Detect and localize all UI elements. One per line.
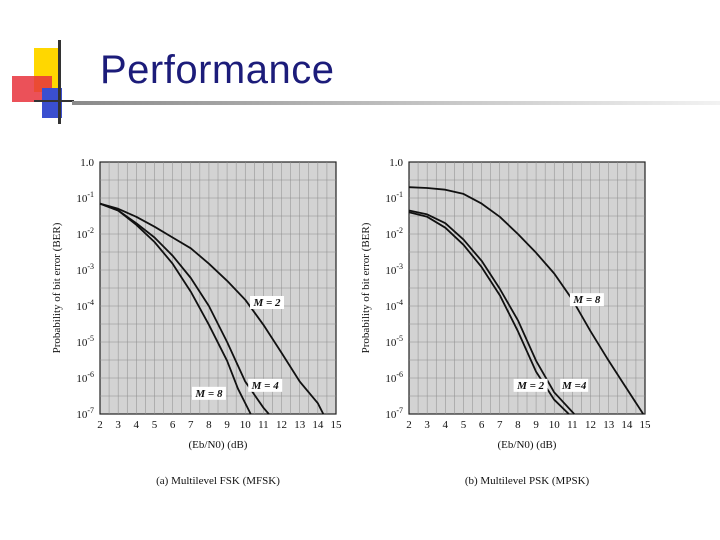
x-tick-label: 10 bbox=[549, 419, 561, 431]
curve-label-bg bbox=[569, 293, 604, 307]
chart-caption: (b) Multilevel PSK (MPSK) bbox=[465, 475, 590, 487]
x-tick-label: 12 bbox=[585, 419, 596, 431]
y-tick-label: 10-6 bbox=[385, 370, 403, 385]
x-tick-label: 6 bbox=[170, 419, 176, 431]
x-tick-label: 15 bbox=[640, 419, 652, 431]
curve-label: M = 2 bbox=[516, 380, 545, 392]
y-tick-label: 10-7 bbox=[385, 406, 403, 421]
curve-label: M = 2 bbox=[252, 297, 281, 309]
y-tick-label: 1.0 bbox=[389, 157, 403, 169]
y-tick-label: 10-2 bbox=[385, 226, 403, 241]
y-tick-label: 10-5 bbox=[76, 334, 94, 349]
chart-mpsk: 2 3 4 5 6 7 8 9 10 11 12 13 14 15 1.0 10-1 10-2 10-3 10-4 1… bbox=[360, 157, 652, 487]
x-tick-label: 14 bbox=[621, 419, 633, 431]
x-tick-label: 11 bbox=[567, 419, 578, 431]
curve-label: M = 8 bbox=[572, 294, 601, 306]
x-tick-label: 12 bbox=[276, 419, 287, 431]
x-tick-label: 14 bbox=[312, 419, 324, 431]
y-axis-label: Probability of bit error (BER) bbox=[360, 222, 372, 353]
curve-label-bg bbox=[250, 296, 285, 309]
x-tick-label: 15 bbox=[331, 419, 343, 431]
chart-mfsk: 2 3 4 5 6 7 8 9 10 11 12 13 14 15 1.0 10-1 10-2 10-3 10-4 1… bbox=[51, 157, 343, 487]
series-line-2 bbox=[408, 209, 575, 415]
y-tick-label: 1.0 bbox=[80, 157, 94, 169]
x-tick-label: 5 bbox=[461, 419, 467, 431]
y-tick-label: 10-3 bbox=[385, 262, 403, 277]
curve-label: M =4 bbox=[561, 380, 587, 392]
curve-label-bg bbox=[560, 378, 589, 392]
x-tick-label: 4 bbox=[443, 419, 449, 431]
y-axis-label: Probability of bit error (BER) bbox=[51, 222, 63, 353]
x-tick-label: 13 bbox=[294, 419, 306, 431]
x-tick-label: 11 bbox=[258, 419, 269, 431]
curve-label: M = 4 bbox=[251, 380, 280, 392]
y-tick-label: 10-5 bbox=[385, 334, 403, 349]
y-tick-label: 10-2 bbox=[76, 226, 94, 241]
curve-label-bg bbox=[513, 378, 548, 392]
x-tick-label: 2 bbox=[406, 419, 412, 431]
series-line-2 bbox=[99, 202, 252, 415]
x-axis-label: (Eb/N0) (dB) bbox=[189, 439, 248, 451]
x-tick-label: 8 bbox=[206, 419, 212, 431]
title-rule bbox=[72, 101, 720, 105]
x-tick-label: 9 bbox=[224, 419, 230, 431]
x-tick-label: 7 bbox=[497, 419, 503, 431]
y-tick-label: 10-4 bbox=[385, 298, 403, 313]
x-tick-label: 7 bbox=[188, 419, 194, 431]
y-tick-label: 10-3 bbox=[76, 262, 94, 277]
y-tick-label: 10-6 bbox=[76, 370, 94, 385]
ornament-horizontal-line bbox=[34, 100, 74, 102]
x-tick-label: 8 bbox=[515, 419, 521, 431]
ornament-vertical-line bbox=[58, 40, 61, 124]
x-tick-label: 10 bbox=[240, 419, 252, 431]
curve-label: M = 8 bbox=[194, 388, 223, 400]
slide-title: Performance bbox=[100, 48, 335, 92]
series-line-0 bbox=[408, 186, 644, 415]
series-line-0 bbox=[99, 202, 325, 415]
chart-caption: (a) Multilevel FSK (MFSK) bbox=[156, 475, 280, 487]
curve-label-bg bbox=[248, 378, 283, 392]
x-tick-label: 6 bbox=[479, 419, 485, 431]
x-axis-label: (Eb/N0) (dB) bbox=[498, 439, 557, 451]
x-tick-label: 3 bbox=[115, 419, 121, 431]
x-tick-label: 5 bbox=[152, 419, 158, 431]
x-tick-label: 2 bbox=[97, 419, 103, 431]
x-tick-label: 4 bbox=[134, 419, 140, 431]
x-tick-label: 3 bbox=[424, 419, 430, 431]
ornament-blue-square bbox=[42, 88, 62, 118]
y-tick-label: 10-1 bbox=[385, 190, 403, 205]
y-tick-label: 10-1 bbox=[76, 190, 94, 205]
x-tick-label: 9 bbox=[533, 419, 539, 431]
x-tick-label: 13 bbox=[603, 419, 615, 431]
y-tick-label: 10-4 bbox=[76, 298, 94, 313]
y-tick-label: 10-7 bbox=[76, 406, 94, 421]
curve-label-bg bbox=[191, 386, 226, 400]
title-ornament bbox=[0, 40, 80, 130]
